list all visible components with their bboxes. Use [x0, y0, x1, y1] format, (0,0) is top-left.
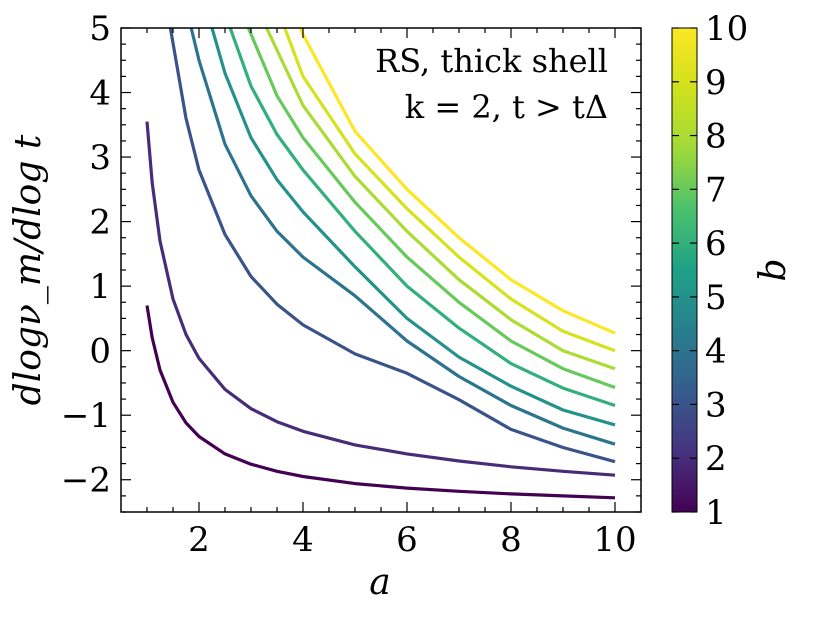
x-tick-label: 8 — [500, 520, 522, 560]
colorbar-tick-label: 2 — [705, 439, 727, 479]
colorbar-tick-label: 3 — [705, 385, 727, 425]
series-line-b=4 — [189, 28, 616, 446]
y-tick-label: 2 — [89, 203, 111, 243]
series-line-b=6 — [228, 28, 616, 408]
colorbar-tick-label: 4 — [705, 332, 727, 372]
y-tick-label: 0 — [89, 332, 111, 372]
x-axis-ticks: 2 4 6 8 10 — [146, 28, 637, 560]
series-line-b=8 — [265, 28, 616, 371]
y-tick-label: 1 — [89, 267, 111, 307]
y-tick-label: 5 — [89, 9, 111, 49]
colorbar-tick-label: 9 — [705, 63, 727, 103]
y-axis-label: dlogν_m/dlog t — [8, 134, 49, 405]
annotation-line-2: k = 2, t > tΔ — [405, 88, 608, 126]
x-axis-label: a — [369, 562, 390, 603]
y-tick-label: 4 — [89, 74, 111, 114]
annotation-line-1: RS, thick shell — [375, 42, 608, 80]
colorbar-tick-label: 6 — [705, 224, 727, 264]
series-line-b=10 — [298, 28, 616, 335]
colorbar-label: b — [753, 258, 794, 281]
colorbar-tick-label: 8 — [705, 117, 727, 157]
x-tick-label: 4 — [292, 520, 314, 560]
series-layer — [145, 28, 616, 500]
colorbar — [671, 27, 698, 513]
colorbar-tick-label: 5 — [705, 278, 727, 318]
y-tick-label: −1 — [61, 396, 111, 436]
series-line-b=3 — [168, 28, 616, 464]
series-line-b=7 — [246, 28, 616, 390]
colorbar-tick-label: 7 — [705, 170, 727, 210]
series-line-b=2 — [145, 121, 616, 477]
x-tick-label: 6 — [396, 520, 418, 560]
series-line-b=9 — [283, 28, 616, 353]
series-line-b=1 — [145, 305, 616, 500]
y-tick-label: −2 — [61, 461, 111, 501]
colorbar-ticks: 1 2 3 4 5 6 7 8 9 10 — [672, 9, 748, 533]
y-axis-ticks: −2 −1 0 1 2 3 4 5 — [61, 9, 641, 513]
x-tick-label: 10 — [593, 520, 636, 560]
x-tick-label: 2 — [188, 520, 210, 560]
y-tick-label: 3 — [89, 138, 111, 178]
series-line-b=5 — [210, 28, 616, 427]
colorbar-tick-label: 10 — [705, 9, 748, 49]
colorbar-tick-label: 1 — [705, 493, 727, 533]
